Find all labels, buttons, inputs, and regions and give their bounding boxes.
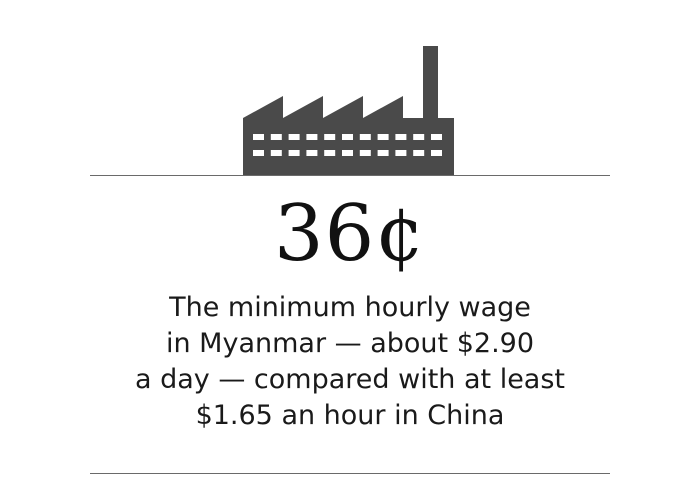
factory-window xyxy=(431,134,442,140)
factory-window xyxy=(413,150,425,156)
factory-window xyxy=(270,134,282,140)
factory-window xyxy=(306,134,318,140)
factory-window xyxy=(377,150,389,156)
factory-window xyxy=(413,134,425,140)
factory-window xyxy=(395,150,407,156)
factory-window xyxy=(306,150,318,156)
factory-window xyxy=(324,150,336,156)
factory-window xyxy=(359,134,371,140)
factory-window xyxy=(431,150,442,156)
factory-window xyxy=(359,150,371,156)
bottom-divider xyxy=(90,473,610,474)
factory-window xyxy=(253,150,264,156)
factory-window xyxy=(342,150,353,156)
factory-window xyxy=(253,134,264,140)
factory-window xyxy=(395,134,407,140)
factory-window xyxy=(270,150,282,156)
factory-window xyxy=(288,134,300,140)
caption-line: in Myanmar — about $2.90 xyxy=(165,328,535,359)
factory-window xyxy=(342,134,353,140)
caption-line: a day — compared with at least xyxy=(134,364,566,395)
factory-icon xyxy=(243,46,454,176)
caption-line: $1.65 an hour in China xyxy=(195,400,505,431)
factory-window xyxy=(377,134,389,140)
wage-stat: 36¢ xyxy=(274,189,426,279)
factory-window xyxy=(288,150,300,156)
factory-window xyxy=(324,134,336,140)
caption-line: The minimum hourly wage xyxy=(169,292,531,323)
caption: The minimum hourly wage in Myanmar — abo… xyxy=(0,290,700,434)
top-divider xyxy=(90,175,610,176)
